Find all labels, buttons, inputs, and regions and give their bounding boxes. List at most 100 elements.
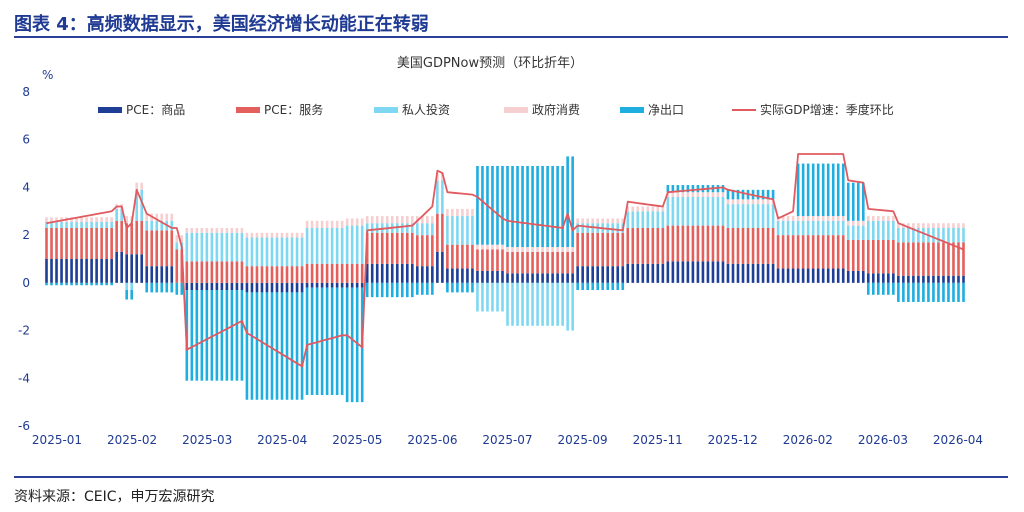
bar-pce-services: [446, 244, 449, 269]
bar-pce-services: [405, 232, 409, 264]
bar-private-investment: [521, 282, 524, 326]
bar-net-exports: [370, 282, 374, 298]
bar-pce-goods: [250, 282, 254, 293]
bar-gov-consumption: [446, 208, 449, 217]
bar-pce-services: [295, 266, 299, 283]
bar-pce-goods: [716, 261, 720, 283]
bar-pce-goods: [135, 254, 139, 283]
bar-pce-services: [576, 232, 579, 267]
bar-private-investment: [826, 220, 830, 236]
bar-private-investment: [721, 196, 725, 226]
bar-gov-consumption: [887, 216, 890, 221]
gdp-line-layer: [46, 153, 964, 368]
bar-private-investment: [115, 208, 118, 221]
bar-pce-services: [912, 242, 915, 276]
y-tick-label: 2: [22, 228, 30, 242]
bar-private-investment: [922, 227, 925, 243]
bar-gov-consumption: [536, 247, 539, 252]
bar-private-investment: [706, 196, 710, 226]
bar-private-investment: [651, 211, 655, 228]
bar-pce-goods: [245, 282, 249, 293]
bar-pce-goods: [922, 275, 925, 283]
bar-gov-consumption: [225, 227, 229, 233]
bar-private-investment: [80, 222, 83, 228]
bar-net-exports: [596, 282, 600, 291]
bar-gov-consumption: [761, 199, 765, 205]
bar-gov-consumption: [736, 199, 740, 205]
bar-pce-goods: [646, 263, 650, 283]
bar-pce-services: [65, 227, 68, 259]
bar-pce-goods: [471, 268, 474, 283]
bar-pce-goods: [315, 282, 319, 288]
bar-net-exports: [536, 165, 539, 248]
bar-gov-consumption: [947, 223, 950, 228]
bar-gov-consumption: [380, 216, 384, 224]
bar-pce-services: [591, 232, 594, 267]
bar-pce-goods: [75, 259, 78, 283]
bar-gov-consumption: [155, 213, 159, 221]
bar-pce-goods: [761, 263, 765, 283]
bar-pce-services: [150, 230, 154, 267]
bar-net-exports: [922, 282, 925, 302]
bar-pce-services: [50, 227, 53, 259]
bar-pce-goods: [100, 259, 103, 283]
bar-net-exports: [681, 185, 685, 193]
bar-net-exports: [816, 163, 820, 217]
bar-pce-goods: [661, 263, 665, 283]
bar-private-investment: [431, 223, 434, 236]
bar-pce-services: [892, 239, 895, 274]
bar-gov-consumption: [586, 218, 589, 224]
bar-net-exports: [310, 287, 314, 395]
bar-net-exports: [260, 292, 264, 400]
bar-pce-goods: [561, 273, 564, 283]
bar-pce-services: [130, 223, 133, 255]
bar-private-investment: [270, 237, 274, 267]
bar-gov-consumption: [350, 218, 354, 226]
bar-gov-consumption: [315, 220, 319, 228]
bar-gov-consumption: [335, 220, 339, 228]
bar-private-investment: [466, 216, 469, 245]
bar-pce-goods: [701, 261, 705, 283]
bar-private-investment: [501, 282, 504, 312]
bar-pce-services: [887, 239, 890, 274]
bar-net-exports: [831, 163, 835, 217]
bar-private-investment: [305, 227, 309, 264]
bar-pce-services: [255, 266, 259, 283]
bar-private-investment: [917, 227, 920, 243]
bar-private-investment: [882, 220, 885, 240]
bar-pce-services: [766, 227, 770, 264]
bar-pce-services: [265, 266, 269, 283]
bar-gov-consumption: [476, 244, 479, 250]
bar-gov-consumption: [711, 192, 715, 197]
bar-net-exports: [902, 282, 905, 302]
bar-pce-services: [741, 227, 745, 264]
bar-private-investment: [255, 237, 259, 267]
bar-gov-consumption: [175, 235, 179, 243]
bar-private-investment: [551, 282, 554, 326]
bar-pce-goods: [426, 266, 429, 283]
bar-pce-goods: [912, 275, 915, 283]
bar-pce-goods: [400, 263, 404, 283]
bar-net-exports: [481, 165, 484, 245]
bar-gov-consumption: [561, 247, 564, 252]
bar-private-investment: [731, 204, 735, 228]
bar-gov-consumption: [676, 192, 680, 197]
bar-gov-consumption: [405, 216, 409, 224]
bar-private-investment: [235, 232, 239, 262]
bar-pce-goods: [210, 282, 214, 291]
bar-gov-consumption: [621, 218, 625, 224]
bar-private-investment: [451, 216, 454, 245]
bar-pce-services: [60, 227, 63, 259]
bar-pce-services: [280, 266, 284, 283]
bar-pce-services: [426, 235, 429, 267]
bar-gov-consumption: [531, 247, 534, 252]
bar-pce-goods: [270, 282, 274, 293]
bar-pce-services: [461, 244, 464, 269]
bar-net-exports: [416, 282, 419, 295]
bar-pce-services: [85, 227, 88, 259]
bar-pce-goods: [431, 266, 434, 283]
x-tick-label: 2025-02: [107, 433, 157, 447]
bar-gov-consumption: [551, 247, 554, 252]
bar-pce-services: [706, 225, 710, 262]
bar-net-exports: [220, 290, 224, 381]
